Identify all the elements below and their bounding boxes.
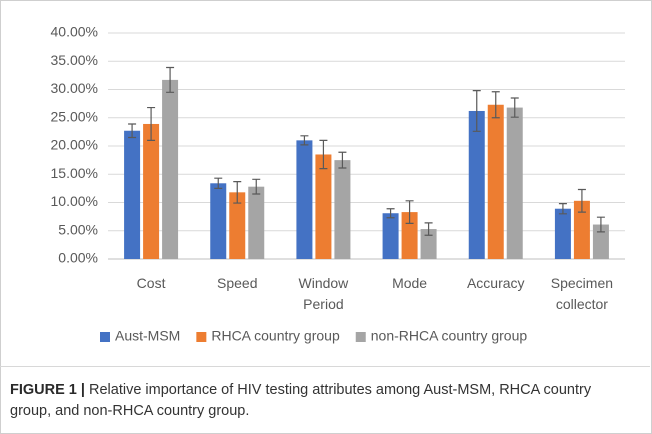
bar — [315, 154, 332, 259]
x-tick-label: Mode — [392, 275, 428, 291]
legend-label: Aust-MSM — [115, 328, 180, 344]
separator — [0, 366, 650, 367]
error-bar — [252, 178, 261, 195]
x-tick-label: Accuracy — [466, 275, 525, 291]
y-tick-label: 15.00% — [51, 165, 98, 181]
bar — [487, 104, 504, 259]
bar — [248, 186, 265, 259]
error-bar — [128, 123, 137, 139]
bar — [420, 229, 437, 259]
caption: FIGURE 1 | Relative importance of HIV te… — [10, 380, 635, 422]
error-bar — [233, 180, 242, 204]
bar — [229, 192, 246, 259]
caption-text: Relative importance of HIV testing attri… — [10, 382, 592, 419]
bar — [468, 110, 485, 259]
bar — [506, 107, 523, 259]
y-tick-label: 20.00% — [51, 137, 98, 153]
bar — [554, 208, 571, 259]
x-tick-label: Cost — [136, 275, 166, 291]
caption-label: FIGURE 1 | — [10, 382, 85, 398]
error-bar — [386, 208, 395, 219]
y-tick-label: 30.00% — [51, 80, 98, 96]
bar — [124, 130, 141, 259]
legend-swatch — [355, 332, 366, 342]
bar — [162, 79, 179, 260]
y-tick-label: 0.00% — [58, 250, 98, 266]
y-tick-label: 25.00% — [51, 108, 98, 124]
legend-swatch — [196, 332, 207, 342]
error-bar — [214, 177, 223, 189]
bar — [334, 160, 351, 259]
error-bar — [338, 151, 347, 169]
bar — [573, 200, 590, 259]
legend-label: RHCA country group — [211, 328, 340, 344]
x-tick-label: Window Period — [298, 275, 349, 312]
error-bar — [510, 97, 519, 118]
bar — [210, 183, 227, 259]
x-tick-label: Specimen collector — [550, 275, 614, 312]
error-bar — [491, 91, 500, 119]
error-bar — [319, 139, 328, 170]
bar — [296, 140, 313, 259]
legend-label: non-RHCA country group — [371, 328, 528, 344]
x-tick-label: Speed — [217, 275, 258, 291]
bar — [592, 224, 609, 259]
bar — [382, 213, 399, 259]
y-tick-label: 35.00% — [51, 52, 98, 68]
y-tick-label: 40.00% — [51, 24, 98, 40]
legend-swatch — [100, 332, 110, 342]
error-bar — [577, 188, 586, 213]
error-bar — [472, 90, 481, 132]
bar — [143, 123, 160, 259]
error-bar — [405, 200, 414, 225]
error-bar — [558, 203, 567, 215]
error-bar — [300, 135, 309, 146]
error-bar — [596, 216, 605, 233]
error-bar — [424, 222, 433, 236]
y-tick-label: 10.00% — [51, 193, 98, 209]
error-bar — [166, 66, 175, 93]
chart: 0.00% 5.00% 10.00% 15.00% 20.00% 25.00% 30.00%… — [51, 24, 625, 344]
error-bar — [147, 106, 156, 141]
y-tick-label: 5.00% — [58, 221, 98, 237]
